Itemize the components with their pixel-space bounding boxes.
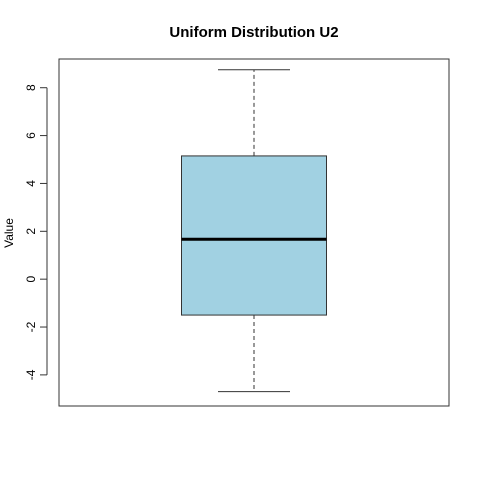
y-axis: -4 -2 0 2 4 6 8 bbox=[24, 84, 48, 380]
y-tick-label: 4 bbox=[24, 180, 38, 187]
box-group bbox=[181, 69, 327, 393]
y-tick-label: -2 bbox=[24, 321, 38, 332]
iqr-box bbox=[181, 155, 327, 316]
y-tick-label: -4 bbox=[24, 369, 38, 380]
plot-frame bbox=[58, 58, 450, 407]
y-tick-label: 6 bbox=[24, 132, 38, 139]
y-tick-label: 0 bbox=[24, 276, 38, 283]
y-tick-label: 8 bbox=[24, 84, 38, 91]
y-axis-label: Value bbox=[2, 218, 16, 248]
chart-title: Uniform Distribution U2 bbox=[169, 24, 338, 41]
y-tick-label: 2 bbox=[24, 228, 38, 235]
